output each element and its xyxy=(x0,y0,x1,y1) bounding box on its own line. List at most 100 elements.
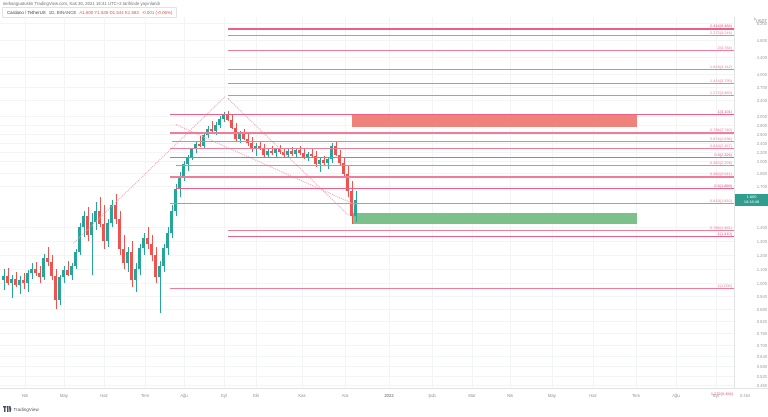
vertical-gridline xyxy=(256,17,257,388)
price-tick-label: 3.000 xyxy=(756,113,767,119)
candle-wick xyxy=(11,274,13,299)
candle-body xyxy=(186,157,190,165)
fib-level-label: 1.272(3.589) xyxy=(709,90,732,96)
price-tick-label: 1.300 xyxy=(756,238,767,244)
horizontal-gridline xyxy=(0,161,735,162)
candle-body xyxy=(78,227,82,253)
price-tick-label: 2.000 xyxy=(756,158,767,164)
candle-body xyxy=(270,151,274,153)
price-axis-unit: ₿USDT xyxy=(753,17,767,24)
vertical-gridline xyxy=(345,17,346,388)
candle-body xyxy=(334,145,338,155)
fib-level-line[interactable] xyxy=(228,69,735,70)
fib-level-line[interactable] xyxy=(176,188,735,189)
fib-level-label: 0.5(2.326) xyxy=(714,152,732,158)
candle-body xyxy=(218,118,222,125)
price-tick-label: 4.000 xyxy=(756,71,767,77)
time-tick-label: 2022 xyxy=(384,393,394,398)
price-tick-label: 2.400 xyxy=(756,140,767,146)
horizontal-gridline xyxy=(0,269,735,270)
chart-plot-area[interactable]: 2.414(9.484) 2.272(5.244) 2(4.784) 1.618(4.… xyxy=(0,17,735,388)
fib-level-line[interactable] xyxy=(170,176,735,178)
vertical-gridline xyxy=(472,17,473,388)
horizontal-gridline xyxy=(0,152,735,153)
candle-body xyxy=(142,238,146,248)
demand-zone[interactable] xyxy=(352,213,637,224)
price-tick-label: 1.000 xyxy=(756,280,767,286)
price-axis[interactable]: ₿USDT 5.200 4.800 4.400 4.000 3.700 3.400 3.000… xyxy=(735,17,768,388)
candle-body xyxy=(134,269,138,281)
symbol-info-bar[interactable]: Cardano / TetherUS 1D, BINANCE A1.600 Y1… xyxy=(2,7,178,18)
fib-level-line[interactable] xyxy=(170,203,735,204)
time-axis-right-value: 0.464 xyxy=(740,393,751,398)
fib-level-line[interactable] xyxy=(228,28,735,30)
fib-level-line[interactable] xyxy=(176,165,735,166)
candle-wick xyxy=(159,260,161,313)
tradingview-logo-text: TradingView xyxy=(13,406,39,412)
fib-level-line[interactable] xyxy=(228,35,735,36)
fib-level-line[interactable] xyxy=(170,288,735,289)
price-tick-label: 5.200 xyxy=(756,20,767,26)
candle-body xyxy=(278,149,282,152)
candle-body xyxy=(286,151,290,155)
vertical-gridline xyxy=(302,17,303,388)
candle-body xyxy=(42,257,46,278)
tradingview-logo[interactable]: TradingView xyxy=(3,406,39,412)
candle-body xyxy=(342,162,346,174)
fib-level-label: 0.5(1.869) xyxy=(714,183,732,189)
horizontal-gridline xyxy=(0,333,735,334)
symbol-name[interactable]: Cardano / TetherUS xyxy=(7,10,46,15)
horizontal-gridline xyxy=(0,100,735,101)
horizontal-gridline xyxy=(0,134,735,135)
fib-level-label: 1.414(3.795) xyxy=(709,78,732,84)
fib-level-label: 1.618(4.142) xyxy=(709,64,732,70)
horizontal-gridline xyxy=(0,356,735,357)
current-price-value: 1.600 xyxy=(746,194,757,199)
candle-body xyxy=(246,138,250,143)
candle-body xyxy=(102,224,106,241)
trend-channel-line[interactable] xyxy=(73,96,226,244)
vertical-gridline xyxy=(145,17,146,388)
candle-body xyxy=(194,143,198,150)
candle-body xyxy=(150,243,154,255)
time-tick-label: Eyl xyxy=(713,393,719,398)
candle-body xyxy=(122,249,126,264)
candle-body xyxy=(54,276,58,301)
candle-body xyxy=(50,262,54,276)
vertical-gridline xyxy=(552,17,553,388)
candle-body xyxy=(258,145,262,149)
fib-level-line[interactable] xyxy=(170,114,735,115)
fib-level-line[interactable] xyxy=(228,236,735,237)
fib-level-line[interactable] xyxy=(228,230,735,231)
candle-body xyxy=(90,221,94,236)
candle-body xyxy=(290,151,294,154)
horizontal-gridline xyxy=(0,309,735,310)
fib-level-line[interactable] xyxy=(228,95,735,96)
candle-body xyxy=(10,278,14,283)
fib-level-line[interactable] xyxy=(170,148,735,149)
price-tick-label: 0.640 xyxy=(756,353,767,359)
price-tick-label: 1.200 xyxy=(756,252,767,258)
fib-level-line[interactable] xyxy=(228,50,735,51)
symbol-timeframe[interactable]: 1D, BINANCE xyxy=(48,10,77,15)
price-tick-label: 1.700 xyxy=(756,183,767,189)
supply-zone[interactable] xyxy=(352,114,637,127)
candle-body xyxy=(298,150,302,153)
fib-level-line[interactable] xyxy=(172,141,735,142)
fib-level-line[interactable] xyxy=(170,157,735,158)
price-tick-label: 3.400 xyxy=(756,97,767,103)
price-tick-label: 0.820 xyxy=(756,318,767,324)
horizontal-gridline xyxy=(0,385,735,386)
current-price-badge[interactable]: 1.600 16:18:48 xyxy=(735,194,768,206)
horizontal-gridline xyxy=(0,87,735,88)
price-tick-label: 4.400 xyxy=(756,54,767,60)
candle-body xyxy=(146,238,150,244)
fib-level-label: 0.786(2.740) xyxy=(709,127,732,133)
fib-level-line[interactable] xyxy=(228,83,735,84)
horizontal-gridline xyxy=(0,143,735,144)
horizontal-gridline xyxy=(0,241,735,242)
candle-body xyxy=(18,280,22,286)
fib-level-line[interactable] xyxy=(170,132,735,134)
time-axis[interactable]: Nis May Haz Tem Ağu Eyl Eki Kas Ara 2022 Şub Mar Nis… xyxy=(0,388,768,402)
candle-body xyxy=(34,269,38,274)
